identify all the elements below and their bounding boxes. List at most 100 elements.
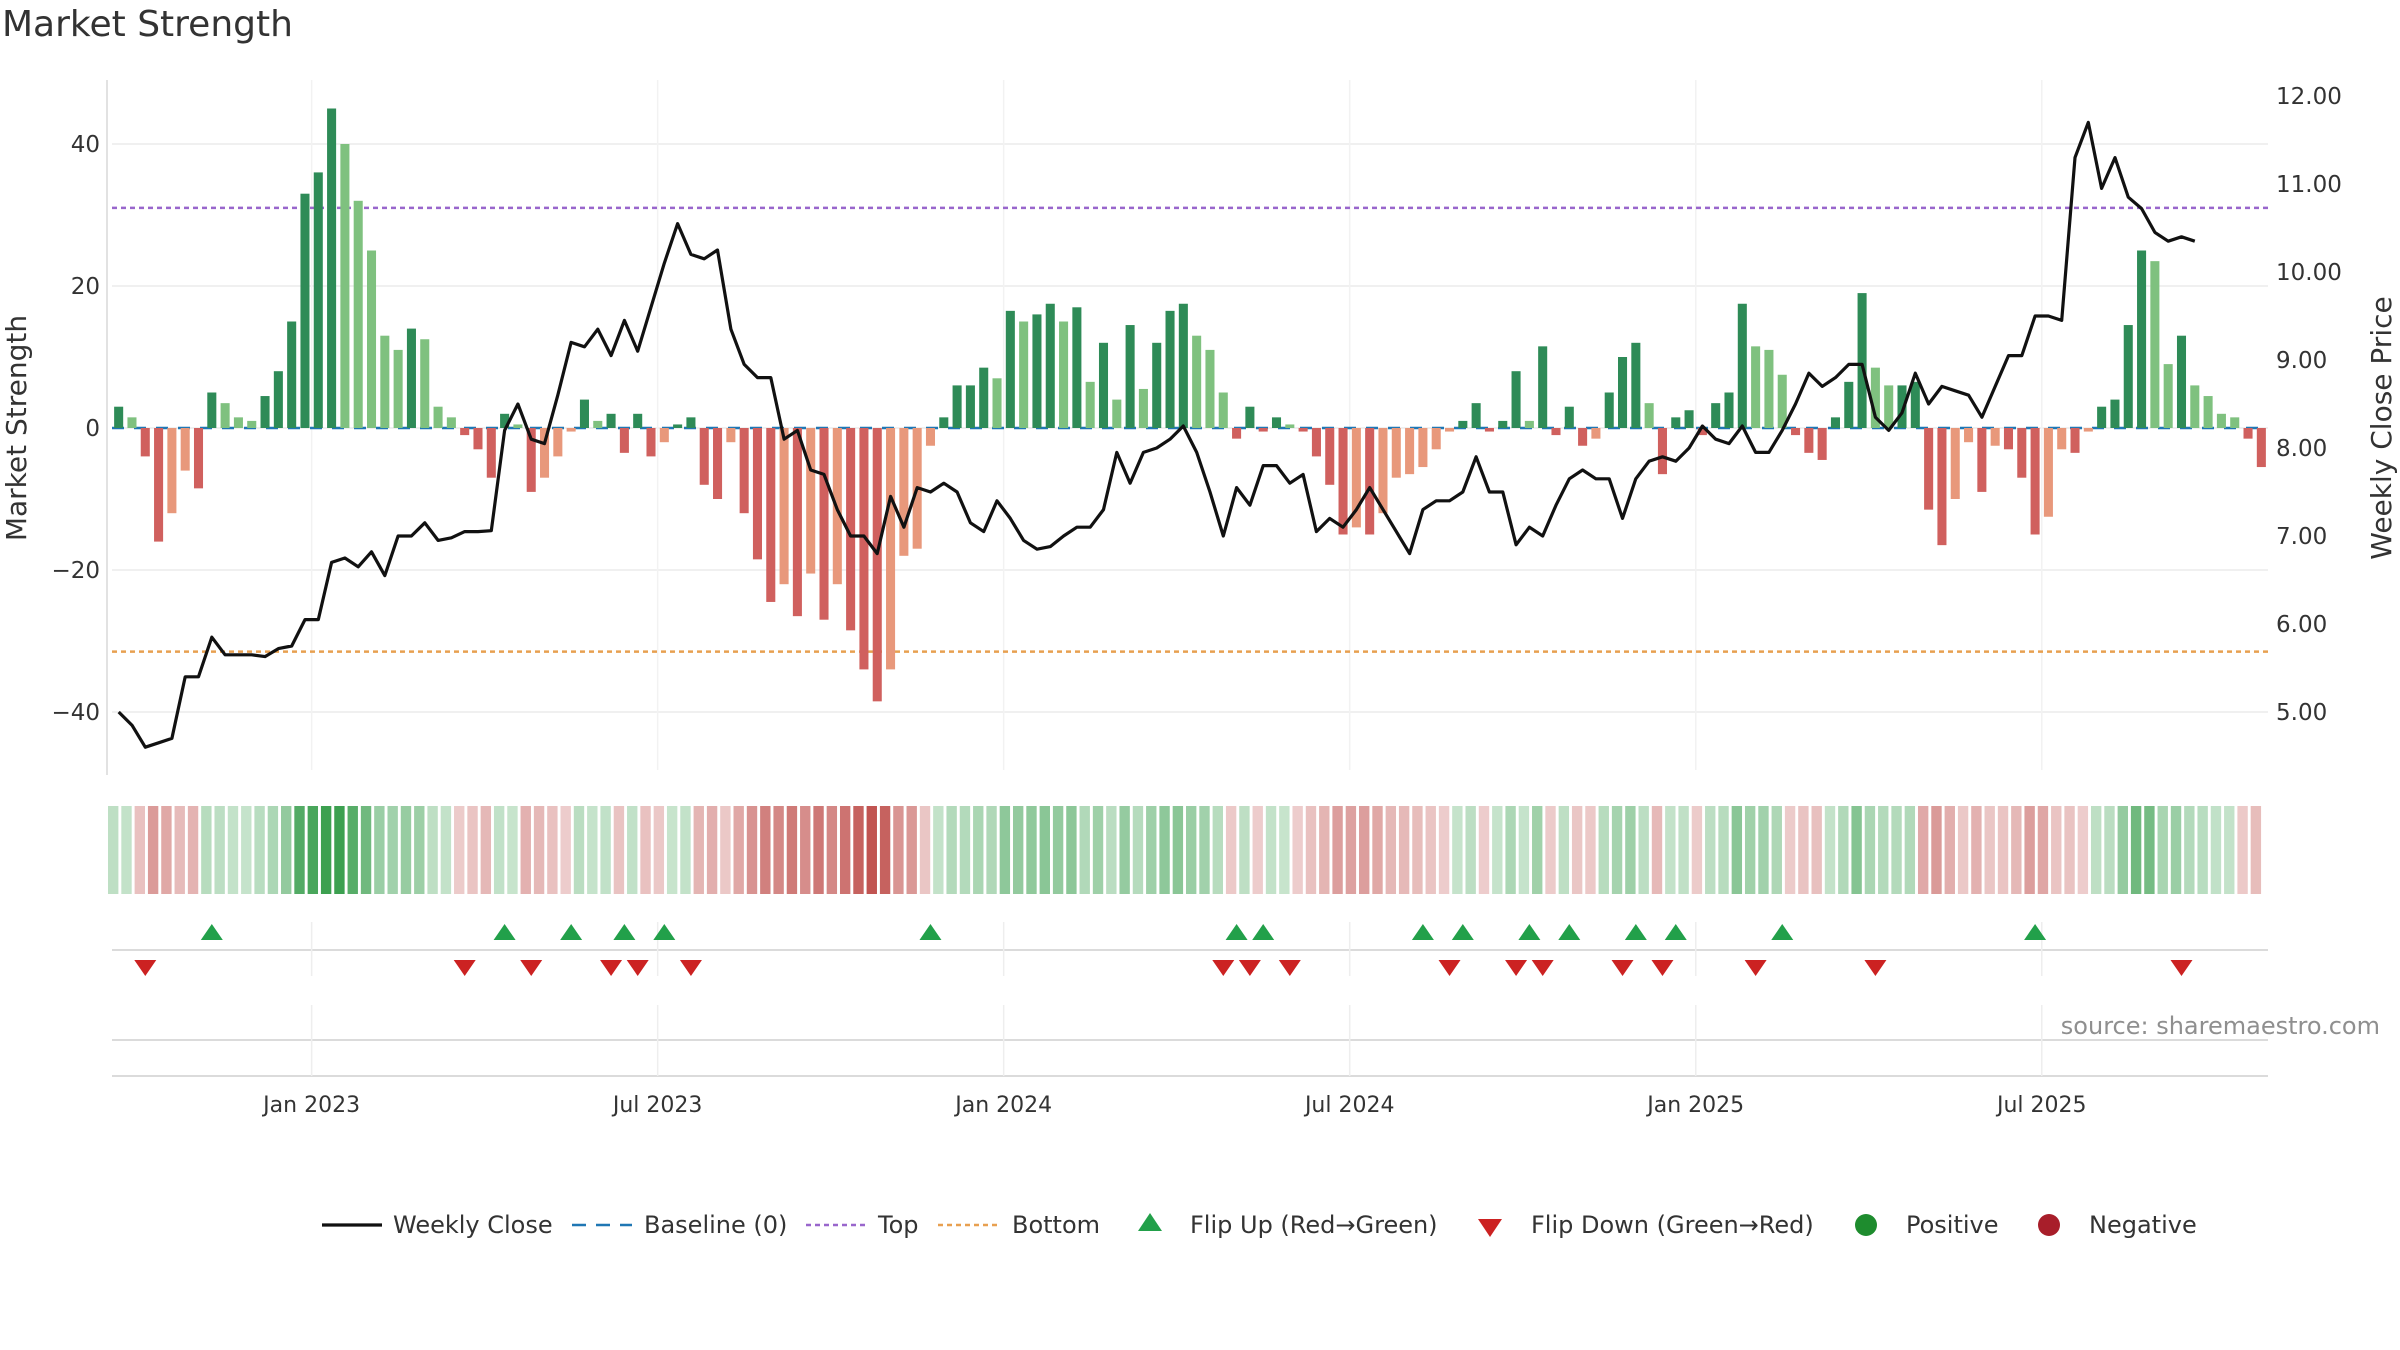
heat-cell [653, 806, 665, 894]
strength-bar [1737, 303, 1747, 428]
strength-bar [1564, 406, 1574, 428]
heat-cell [680, 806, 691, 894]
heat-cell [2210, 806, 2222, 894]
heat-cell [919, 806, 931, 894]
strength-bar [2176, 335, 2187, 428]
legend-label-flip-up: Flip Up (Red→Green) [1190, 1211, 1438, 1239]
flip-down-marker [1212, 960, 1235, 976]
strength-bar [540, 428, 550, 478]
flip-down-marker [134, 960, 157, 976]
legend-label-baseline: Baseline (0) [644, 1211, 787, 1239]
heat-cell [1239, 806, 1250, 894]
heat-cell [360, 806, 372, 894]
strength-bar [1777, 374, 1787, 428]
strength-bar [859, 428, 869, 670]
strength-bar [526, 428, 536, 492]
strength-bar [127, 417, 137, 428]
heat-cell [2011, 806, 2022, 894]
heat-cell [1478, 806, 1490, 894]
strength-bar [1338, 428, 1348, 535]
flip-down-marker [1278, 960, 1301, 976]
heat-cell [600, 806, 611, 894]
legend-label-positive: Positive [1906, 1211, 1999, 1239]
heat-cell [1252, 806, 1263, 894]
heat-cell [826, 806, 838, 894]
strength-bar [1045, 303, 1055, 428]
strength-bar [1950, 428, 1960, 499]
flip-up-marker [1771, 924, 1794, 940]
heat-cell [467, 806, 478, 894]
strength-bar [2083, 428, 2093, 432]
strength-bar [1857, 293, 1867, 428]
strength-bar [952, 385, 962, 428]
heat-cell [1319, 806, 1330, 894]
strength-bar [1618, 357, 1628, 428]
heat-cell [201, 806, 212, 894]
flip-down-marker [1744, 960, 1767, 976]
strength-bar [1511, 371, 1521, 428]
heat-cell [187, 806, 199, 894]
chart-title: Market Strength [2, 4, 293, 45]
heat-cell [2197, 806, 2208, 894]
legend-label-negative: Negative [2089, 1211, 2197, 1239]
right-tick-label: 7.00 [2276, 524, 2327, 550]
strength-bar [2097, 406, 2107, 428]
strength-bar [1844, 381, 1854, 428]
left-tick-label: 20 [71, 274, 100, 300]
heat-cell [933, 806, 944, 894]
heat-cell [1092, 806, 1104, 894]
strength-bar [460, 428, 470, 436]
strength-bar [473, 428, 483, 450]
heat-cell [2184, 806, 2195, 894]
heat-cell [1492, 806, 1503, 894]
left-axis-label: Market Strength [0, 315, 33, 541]
heat-cell [1212, 806, 1223, 894]
strength-bar [726, 428, 736, 443]
strength-bar [925, 428, 936, 446]
heat-cell [214, 806, 225, 894]
heat-cell [1225, 806, 1237, 894]
heat-cell [1199, 806, 1210, 894]
heat-cell [1172, 806, 1184, 894]
heat-cell [1186, 806, 1197, 894]
flip-up-marker [653, 924, 676, 940]
flip-down-marker [1611, 960, 1634, 976]
heat-cell [1811, 806, 1822, 894]
strength-bar [486, 428, 496, 478]
heat-cell [1771, 806, 1782, 894]
strength-bar [1138, 388, 1148, 428]
flip-up-marker [1518, 924, 1541, 940]
heat-cell [387, 806, 398, 894]
heat-cell [866, 806, 877, 894]
heat-cell [2077, 806, 2089, 894]
strength-bar [1032, 314, 1042, 428]
strength-bar [806, 428, 816, 574]
strength-bar [1990, 428, 2000, 446]
heat-cell [1305, 806, 1317, 894]
heat-cell [520, 806, 531, 894]
heat-cell [1851, 806, 1862, 894]
heat-cell [1718, 806, 1729, 894]
strength-bar [992, 378, 1002, 428]
heat-cell [2037, 806, 2049, 894]
heat-cell [1878, 806, 1889, 894]
heat-cell [294, 806, 305, 894]
heat-cell [1838, 806, 1849, 894]
strength-bar [2190, 385, 2200, 428]
heat-cell [1438, 806, 1450, 894]
heat-cell [1465, 806, 1476, 894]
strength-bar [1870, 367, 1880, 428]
strength-bar [180, 428, 190, 471]
strength-bar [1125, 325, 1135, 428]
strength-bar [1551, 428, 1561, 436]
strength-bar [766, 428, 776, 602]
x-tick-label: Jul 2024 [1303, 1093, 1395, 1118]
heat-cell [906, 806, 917, 894]
strength-bar [1631, 342, 1641, 428]
strength-bar [446, 417, 456, 428]
strength-bar [1378, 428, 1388, 514]
heat-cell [839, 806, 851, 894]
strength-bar [886, 428, 896, 670]
strength-bar [193, 428, 204, 489]
